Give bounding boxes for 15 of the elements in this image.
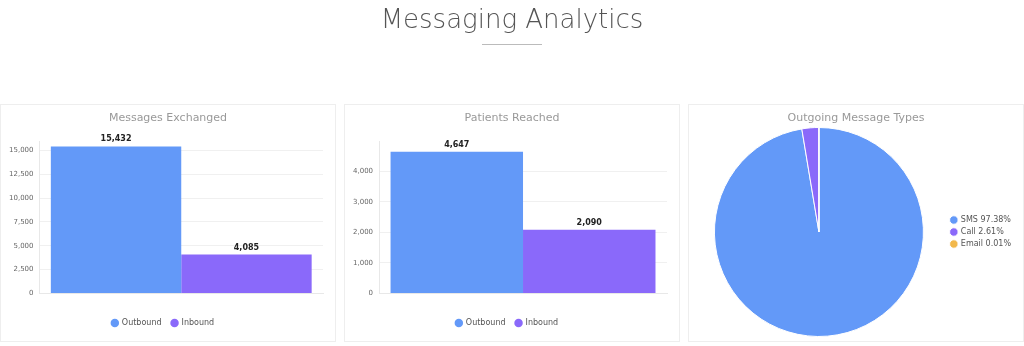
- text: Messaging Analytics: [379, 4, 645, 34]
- data-label: 15,432: [100, 134, 132, 144]
- legend-label: Inbound: [525, 318, 559, 328]
- legend-label: SMS 97.38%: [960, 215, 1012, 225]
- data-label: 4,085: [233, 242, 260, 252]
- chart-title: Messages Exchanged: [108, 111, 228, 126]
- chart-title: Outgoing Message Types: [787, 111, 925, 126]
- legend-label: Inbound: [181, 318, 215, 328]
- legend-label: Call 2.61%: [960, 227, 1005, 237]
- chart-title: Patients Reached: [464, 111, 560, 126]
- legend-label: Outbound: [121, 318, 162, 328]
- legend-label: Email 0.01%: [960, 239, 1012, 249]
- data-label: 4,647: [444, 139, 470, 149]
- data-label: 2,090: [576, 217, 603, 227]
- legend-label: Outbound: [465, 318, 506, 328]
